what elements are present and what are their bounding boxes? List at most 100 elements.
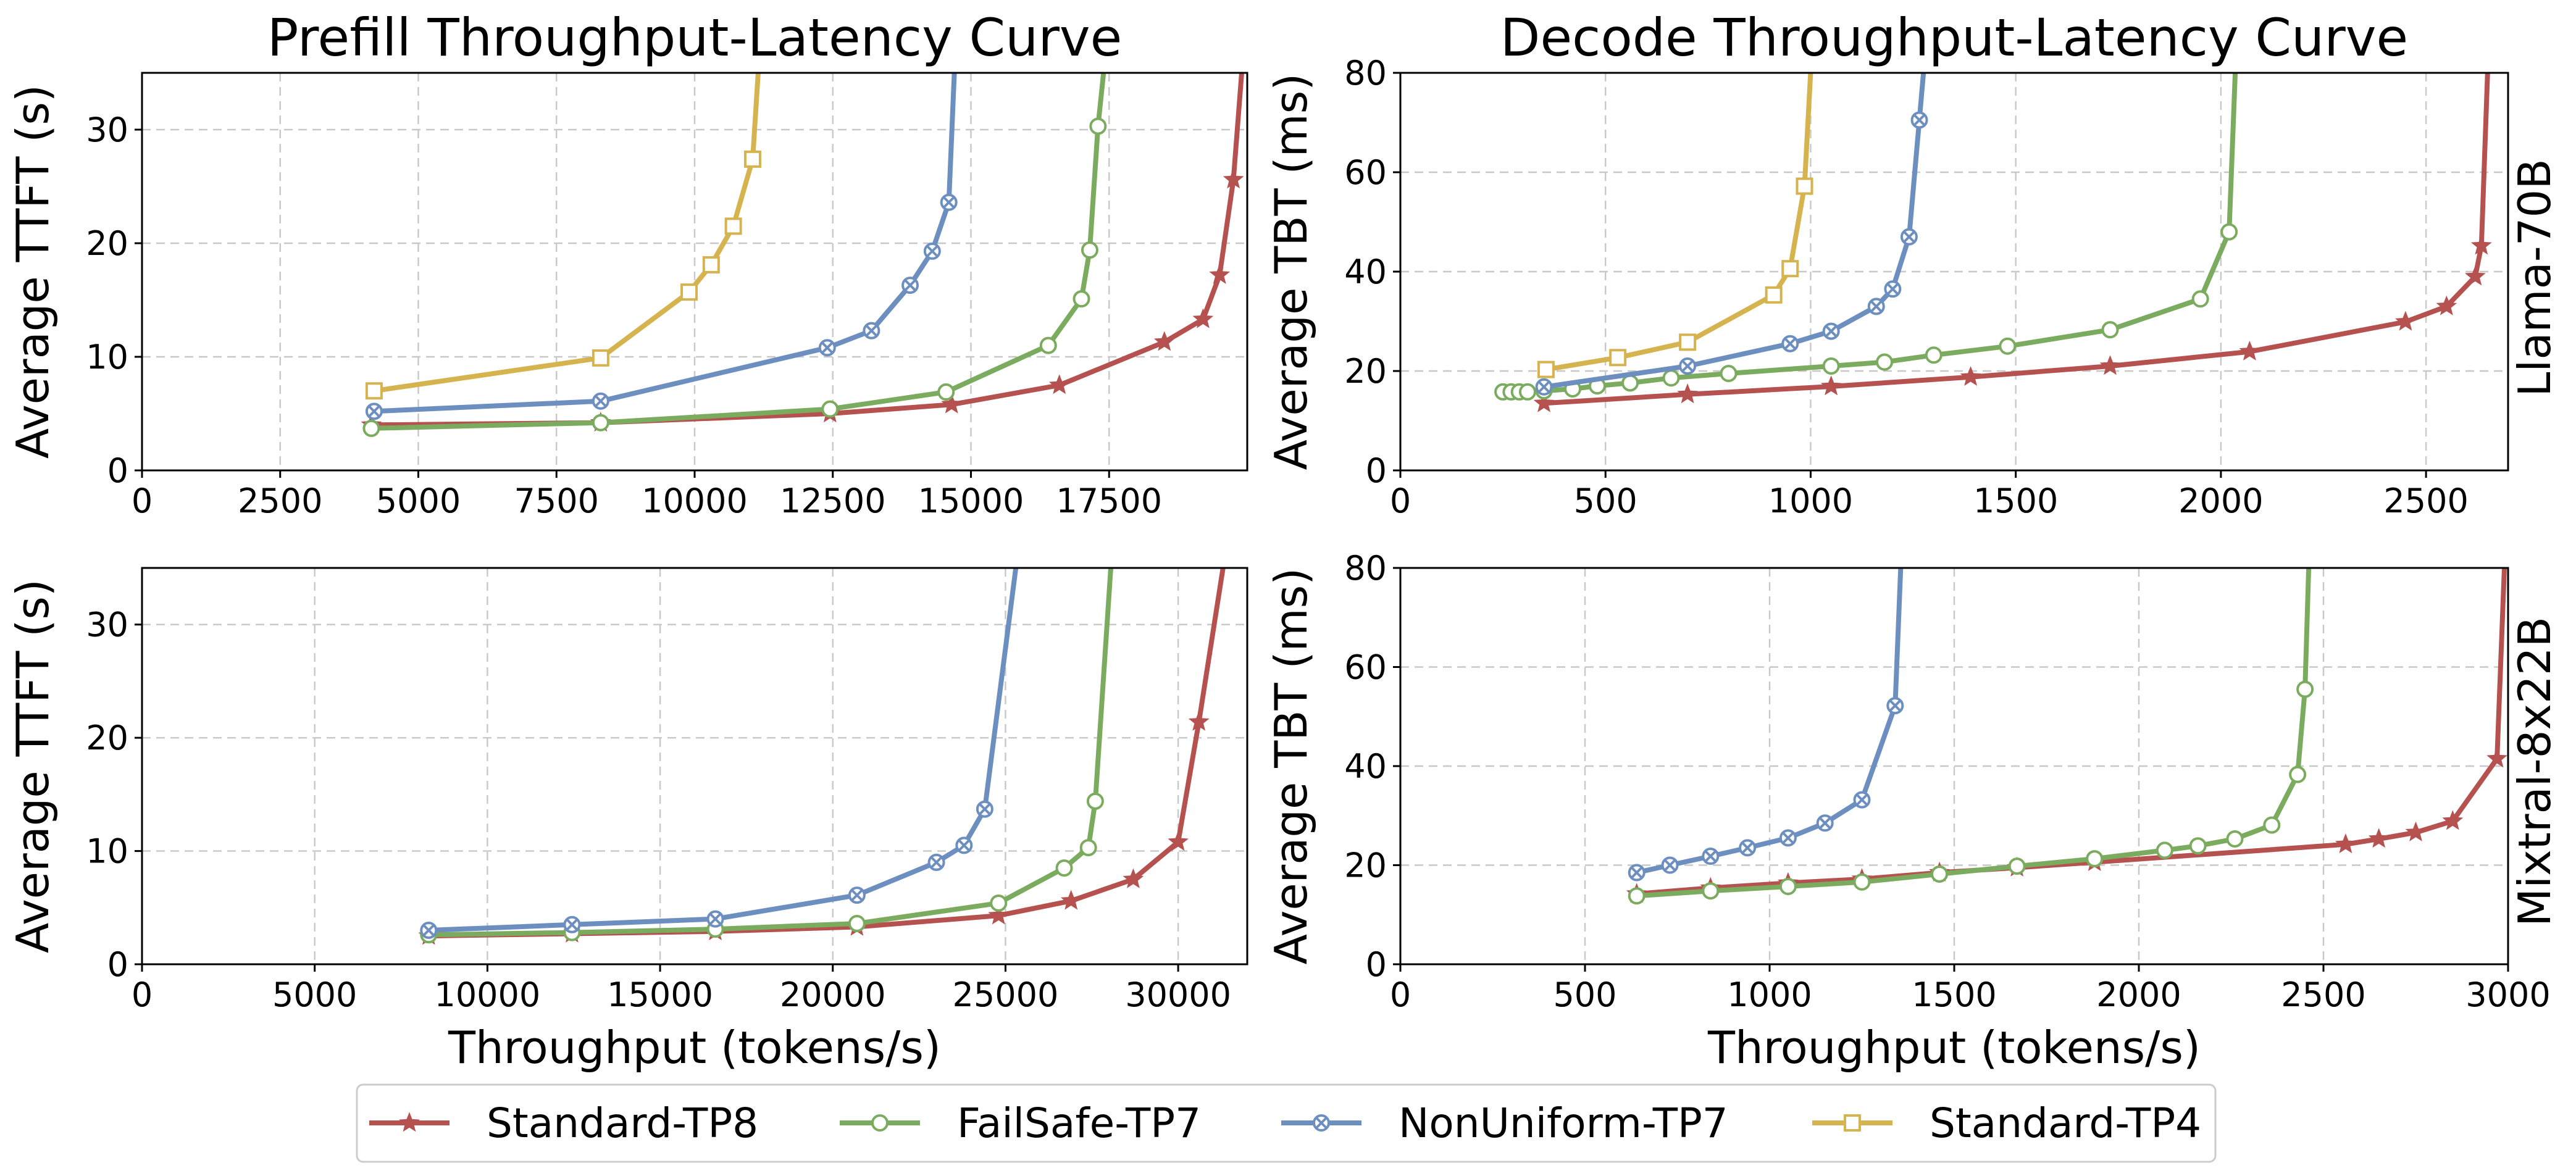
y-tick-label: 20 xyxy=(86,719,128,757)
data-point-failsafe-tp7 xyxy=(1073,290,1090,308)
series-line-nonuniform-tp7 xyxy=(1541,73,1926,390)
data-point-failsafe-tp7 xyxy=(1055,859,1073,877)
legend-entry-failsafe-tp7: FailSafe-TP7 xyxy=(840,1099,1201,1147)
x-tick-label: 2500 xyxy=(238,482,322,520)
data-point-failsafe-tp7 xyxy=(1853,873,1871,891)
data-point-standard-tp8 xyxy=(2368,828,2390,848)
legend-entry-standard-tp8: Standard-TP8 xyxy=(369,1099,758,1147)
y-axis-label: Average TBT (ms) xyxy=(1265,73,1317,470)
axes-frame xyxy=(141,567,1248,965)
data-point-failsafe-tp7 xyxy=(2101,321,2119,339)
x-tick-label: 500 xyxy=(1553,975,1616,1014)
y-tick-label: 40 xyxy=(1344,747,1387,786)
data-point-standard-tp8 xyxy=(988,904,1010,925)
y-tick-label: 20 xyxy=(1344,846,1387,885)
data-point-nonuniform-tp7 xyxy=(1779,829,1797,847)
data-point-failsafe-tp7 xyxy=(1086,792,1104,810)
y-tick-label: 0 xyxy=(1366,945,1387,984)
legend: Standard-TP8 FailSafe-TP7 NonUniform-TP7 St… xyxy=(356,1083,2217,1163)
data-point-nonuniform-tp7 xyxy=(1822,322,1840,340)
data-point-failsafe-tp7 xyxy=(1702,882,1720,900)
legend-marker xyxy=(1844,1114,1861,1132)
data-point-failsafe-tp7 xyxy=(990,894,1008,912)
y-axis-label: Average TTFT (s) xyxy=(7,85,59,459)
legend-marker xyxy=(871,1114,889,1132)
data-point-failsafe-tp7 xyxy=(2226,830,2244,848)
series-line-standard-tp4 xyxy=(371,73,761,394)
data-point-standard-tp8 xyxy=(2465,265,2486,286)
series-line-failsafe-tp7 xyxy=(1500,73,2238,394)
data-point-failsafe-tp7 xyxy=(2220,223,2238,241)
data-point-failsafe-tp7 xyxy=(2008,857,2026,875)
x-tick-label: 10000 xyxy=(434,975,540,1014)
data-point-standard-tp4 xyxy=(702,256,720,273)
series-line-standard-tp8 xyxy=(426,568,1226,939)
data-point-standard-tp8 xyxy=(1060,890,1082,910)
series-failsafe-tp7 xyxy=(1494,73,2238,401)
y-tick-label: 30 xyxy=(86,111,128,149)
data-point-standard-tp8 xyxy=(2470,235,2492,255)
data-point-standard-tp8 xyxy=(1048,374,1070,394)
data-point-nonuniform-tp7 xyxy=(1867,298,1885,315)
y-axis-label: Average TBT (ms) xyxy=(1265,568,1317,965)
prefill-mixtral-chart: 0 5000 10000 15000 20000 25000 30000 0 10 20 30 Ave… xyxy=(7,567,1248,1074)
y-tick-label: 20 xyxy=(1344,352,1387,391)
data-point-standard-tp8 xyxy=(1123,868,1144,888)
y-tick-label: 0 xyxy=(107,945,128,984)
data-point-nonuniform-tp7 xyxy=(1853,791,1871,809)
chart-title: Prefill Throughput-Latency Curve xyxy=(267,7,1123,68)
data-point-failsafe-tp7 xyxy=(1628,887,1646,905)
data-point-standard-tp4 xyxy=(1537,361,1555,378)
x-axis-label: Throughput (tokens/s) xyxy=(1707,1022,2201,1074)
data-point-nonuniform-tp7 xyxy=(1886,697,1904,715)
data-point-standard-tp8 xyxy=(1153,331,1175,351)
x-tick-label: 5000 xyxy=(272,975,357,1014)
data-point-nonuniform-tp7 xyxy=(955,836,973,854)
y-tick-label: 30 xyxy=(86,606,128,644)
data-point-standard-tp8 xyxy=(1223,169,1244,189)
data-point-failsafe-tp7 xyxy=(1081,241,1098,259)
y-tick-label: 10 xyxy=(86,832,128,871)
data-point-failsafe-tp7 xyxy=(2296,680,2314,698)
plot-area xyxy=(1494,73,2492,412)
data-point-nonuniform-tp7 xyxy=(1679,357,1697,375)
data-point-standard-tp8 xyxy=(1188,711,1210,731)
x-tick-label: 2500 xyxy=(2383,482,2468,520)
y-tick-label: 0 xyxy=(1366,451,1387,490)
y-tick-label: 80 xyxy=(1344,54,1387,93)
legend-label: Standard-TP4 xyxy=(1930,1099,2201,1147)
x-tick-label: 20000 xyxy=(780,975,886,1014)
y-tick-label: 0 xyxy=(107,451,128,490)
data-point-failsafe-tp7 xyxy=(1876,353,1894,371)
x-tick-label: 15000 xyxy=(607,975,713,1014)
data-point-standard-tp4 xyxy=(1609,349,1627,367)
data-point-failsafe-tp7 xyxy=(1662,369,1680,387)
x-tick-label: 1500 xyxy=(1973,482,2058,520)
data-point-standard-tp4 xyxy=(592,349,609,367)
y-axis-label: Average TTFT (s) xyxy=(7,579,59,953)
data-point-failsafe-tp7 xyxy=(1999,337,2017,355)
series-standard-tp8 xyxy=(1533,73,2492,412)
data-point-nonuniform-tp7 xyxy=(901,277,919,294)
data-point-standard-tp8 xyxy=(1209,264,1231,284)
data-point-nonuniform-tp7 xyxy=(927,853,945,871)
series-line-failsafe-tp7 xyxy=(1634,568,2312,899)
data-point-failsafe-tp7 xyxy=(362,419,380,437)
data-point-nonuniform-tp7 xyxy=(976,800,993,818)
data-point-standard-tp8 xyxy=(2335,833,2356,854)
data-point-failsafe-tp7 xyxy=(2189,837,2207,855)
series-line-nonuniform-tp7 xyxy=(371,73,957,414)
x-tick-label: 10000 xyxy=(642,482,748,520)
data-point-failsafe-tp7 xyxy=(1089,117,1107,135)
y-tick-label: 10 xyxy=(86,338,128,377)
data-point-failsafe-tp7 xyxy=(1779,878,1797,896)
x-tick-label: 12500 xyxy=(780,482,886,520)
series-failsafe-tp7 xyxy=(1628,568,2314,905)
row-label-mixtral: Mixtral-8x22B xyxy=(2509,617,2561,927)
x-tick-label: 0 xyxy=(132,482,153,520)
data-point-nonuniform-tp7 xyxy=(365,402,383,420)
x-tick-label: 15000 xyxy=(918,482,1024,520)
data-point-failsafe-tp7 xyxy=(2191,290,2209,308)
data-point-standard-tp8 xyxy=(2394,311,2416,331)
data-point-standard-tp8 xyxy=(2239,340,2260,361)
